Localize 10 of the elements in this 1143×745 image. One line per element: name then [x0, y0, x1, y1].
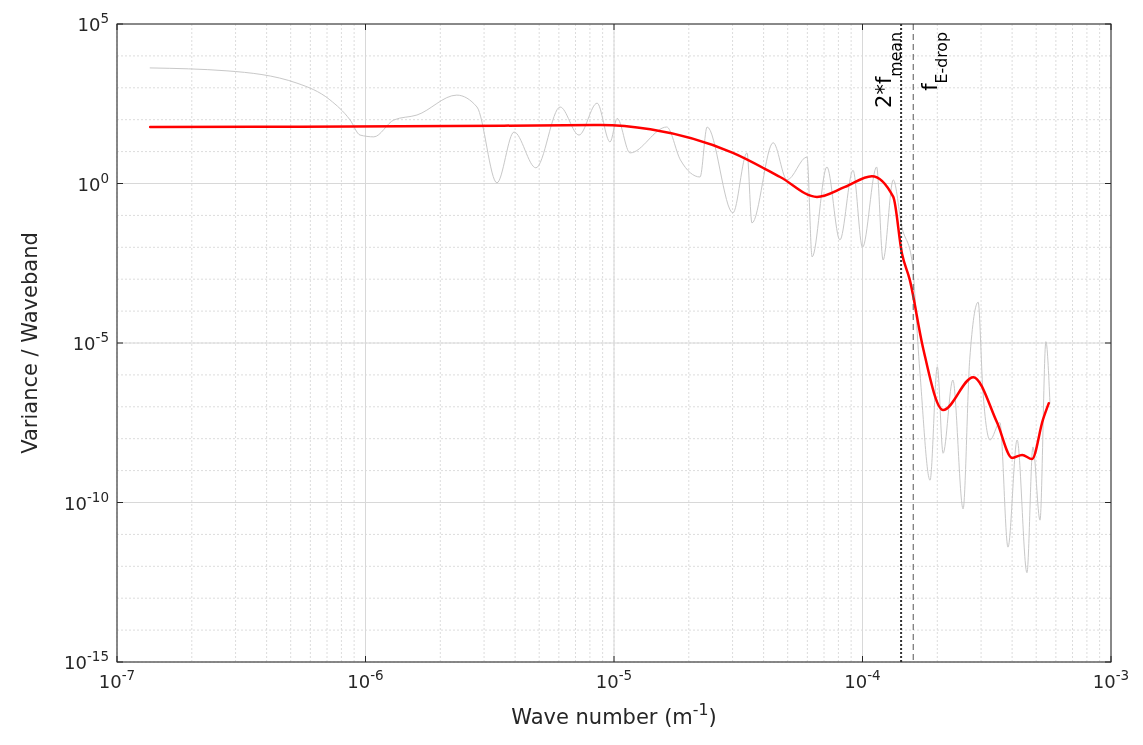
- y-tick-label: 10$^{0}$: [77, 169, 109, 195]
- y-tick-label: 10$^{5}$: [77, 10, 109, 35]
- x-tick-label: 10$^{-6}$: [347, 667, 384, 692]
- x-tick-label: 10$^{-4}$: [844, 667, 881, 692]
- x-tick-label: 10$^{-3}$: [1092, 667, 1130, 692]
- y-tick-label: 10$^{-10}$: [64, 488, 109, 514]
- y-tick-label: 10$^{-5}$: [72, 329, 109, 354]
- x-tick-label: 10$^{-5}$: [595, 667, 633, 692]
- x-axis-title: Wave number (m$^{-1}$): [511, 699, 717, 729]
- y-axis-title: Variance / Waveband: [18, 232, 42, 454]
